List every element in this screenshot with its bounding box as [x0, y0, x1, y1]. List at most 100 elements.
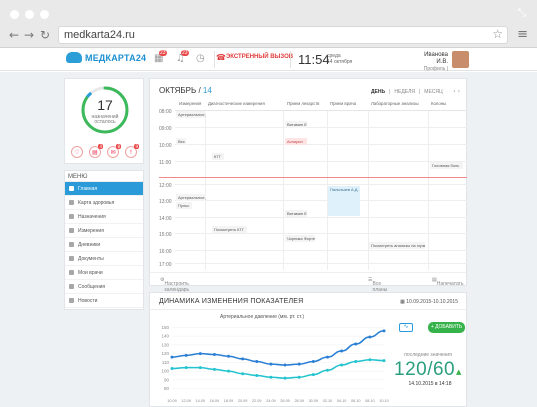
view-month-button[interactable]: МЕСЯЦ	[424, 89, 443, 95]
calendar-grid[interactable]: Артериальное давление Вес Витамин Е Аспи…	[159, 110, 467, 270]
hour-line	[175, 161, 467, 162]
y-tick-label: 130	[161, 342, 169, 347]
add-measurement-button[interactable]: + ДОБАВИТЬ	[428, 322, 465, 333]
calendar-event[interactable]: Посмотреть анализы на гормоны	[369, 242, 425, 249]
hour-label: 08:00	[159, 109, 172, 115]
logo[interactable]: МЕДКАРТА24	[66, 52, 146, 63]
calendar-event[interactable]: Головная боль	[430, 162, 463, 169]
back-icon[interactable]: ←	[9, 28, 20, 42]
x-tick-label: 16.09	[210, 399, 220, 403]
hour-line	[175, 250, 467, 251]
data-point	[255, 360, 259, 363]
mail-badge: 8	[116, 144, 121, 149]
menu-item-documents[interactable]: Документы	[65, 252, 143, 266]
last-values-label: последние значения	[404, 352, 452, 358]
y-tick-label: 110	[162, 360, 170, 365]
view-day-button[interactable]: ДЕНЬ	[371, 89, 386, 95]
menu-item-doctors[interactable]: Мои врачи	[65, 266, 143, 280]
chart-type-toggle[interactable]: ∿	[399, 323, 413, 332]
emergency-call-button[interactable]: ЭКСТРЕННЫЙ ВЫЗОВ	[226, 54, 294, 60]
hour-label: 13:00	[159, 199, 172, 205]
clipboard-glyph: ▤	[92, 149, 98, 156]
calendar-event[interactable]: Чорника Форте	[285, 235, 315, 242]
address-bar[interactable]: medkarta24.ru ☆	[58, 26, 508, 44]
data-point	[198, 352, 202, 356]
view-week-button[interactable]: НЕДЕЛЯ	[394, 89, 415, 95]
user-name[interactable]: Иванова И.В.	[424, 52, 448, 65]
menu-item-home[interactable]: Главная	[65, 182, 143, 196]
x-tick-label: 12.09	[181, 399, 191, 403]
fullscreen-icon[interactable]: ⤡	[517, 6, 527, 19]
calendar-event[interactable]: Витамин Е	[285, 121, 307, 128]
forward-icon[interactable]: →	[24, 28, 35, 42]
x-tick-label: 18.09	[224, 399, 234, 403]
menu-item-diaries[interactable]: Дневники	[65, 238, 143, 252]
appointments-label-line1: назначений	[91, 114, 119, 120]
minimize-window-button[interactable]	[25, 10, 34, 19]
calendar-icon[interactable]: ▦	[154, 53, 164, 64]
window-controls	[10, 10, 49, 19]
y-tick-label: 120	[161, 351, 169, 356]
data-point	[297, 362, 301, 366]
appointments-icon	[69, 214, 74, 219]
close-window-button[interactable]	[10, 10, 19, 19]
hour-line	[175, 233, 467, 234]
clock-icon[interactable]: ◷	[196, 53, 205, 64]
alert-icon[interactable]: ! 9	[125, 144, 139, 158]
all-plans-link[interactable]: ☰ Все планы лечения	[368, 277, 392, 299]
avatar[interactable]	[452, 51, 469, 68]
menu-item-news[interactable]: Новости	[65, 294, 143, 308]
mail-icon[interactable]: ✉ 8	[107, 144, 121, 158]
calendar-event[interactable]: Артериальное давление	[176, 194, 206, 201]
calendar-event[interactable]: Пульс	[176, 202, 192, 209]
menu-item-health-card[interactable]: Карта здоровья	[65, 196, 143, 210]
column-line	[205, 111, 206, 270]
date-range-picker[interactable]: ▦ 10.09.2015-10.10.2015	[400, 299, 458, 305]
calendar-title: ОКТЯБРЬ / 14	[159, 86, 212, 95]
calendar-event[interactable]: Артериальное давление	[176, 111, 206, 118]
x-tick-label: 06.10	[351, 399, 361, 403]
browser-menu-icon[interactable]: ≡	[517, 27, 528, 42]
x-tick-label: 30.09	[309, 399, 319, 403]
calendar-event[interactable]: Пальпьзев А.Д.	[328, 186, 360, 216]
bell-icon[interactable]: ♫	[176, 53, 185, 64]
heart-icon[interactable]: ♡	[71, 146, 83, 158]
menu-item-appointments[interactable]: Назначения	[65, 210, 143, 224]
data-point	[354, 360, 358, 363]
logo-cloud-icon	[66, 52, 82, 63]
calendar-event[interactable]: Посмотреть КТГ	[212, 226, 247, 233]
configure-calendar-link[interactable]: ⚙ Настроить календарь	[160, 277, 190, 293]
menu-item-label: Новости	[78, 297, 98, 304]
x-tick-label: 14.09	[196, 399, 206, 403]
data-point	[283, 376, 287, 380]
column-header: Измерения	[179, 101, 202, 106]
y-tick-label: 140	[161, 334, 169, 339]
data-point	[184, 366, 188, 370]
menu-item-messages[interactable]: Сообщения	[65, 280, 143, 294]
calendar-event[interactable]: Аспирин	[285, 138, 307, 145]
data-point	[184, 353, 188, 357]
reload-icon[interactable]: ↻	[40, 28, 51, 42]
calendar-nav-arrows[interactable]: ‹ ›	[453, 88, 460, 95]
data-point	[311, 360, 315, 363]
bookmark-star-icon[interactable]: ☆	[492, 27, 503, 41]
print-link[interactable]: ▤ Напечатать	[432, 277, 464, 287]
divider	[214, 51, 215, 68]
data-point	[269, 375, 273, 379]
chart-title: Артериальное давление (мм. рт. ст.)	[220, 314, 305, 320]
x-tick-label: 04.10	[337, 399, 347, 403]
data-point	[241, 372, 245, 376]
clipboard-icon[interactable]: ▤ 4	[89, 144, 103, 158]
x-tick-label: 22.09	[252, 399, 262, 403]
hour-line	[175, 127, 467, 128]
news-icon	[69, 298, 74, 303]
hour-label: 14:00	[159, 216, 172, 222]
maximize-window-button[interactable]	[40, 10, 49, 19]
calendar-view-switch: ДЕНЬ | НЕДЕЛЯ | МЕСЯЦ	[371, 89, 443, 95]
calendar-event[interactable]: Вес	[176, 138, 186, 145]
menu-item-measurements[interactable]: Измерения	[65, 224, 143, 238]
data-point	[241, 357, 245, 361]
calendar-event[interactable]: Витамин Е	[285, 210, 307, 217]
x-tick-label: 24.09	[266, 399, 276, 403]
calendar-event[interactable]: КТГ	[212, 153, 224, 160]
